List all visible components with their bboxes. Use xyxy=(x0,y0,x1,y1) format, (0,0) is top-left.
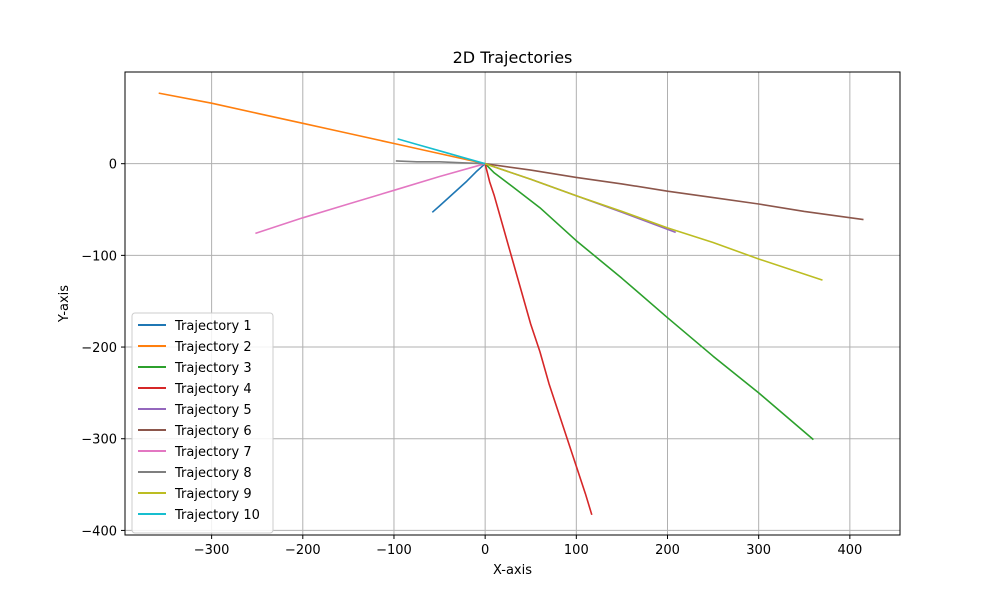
legend-entry-label: Trajectory 5 xyxy=(174,403,252,418)
x-tick-label: −100 xyxy=(376,543,412,558)
legend-entry-label: Trajectory 2 xyxy=(174,340,252,355)
y-tick-label: −100 xyxy=(81,249,117,264)
series-line-trajectory-9 xyxy=(484,162,823,281)
series-line-trajectory-7 xyxy=(255,162,486,235)
legend: Trajectory 1 Trajectory 2 Trajectory 3 Traj… xyxy=(131,312,274,534)
x-tick-label: −300 xyxy=(194,543,230,558)
x-tick-label: 400 xyxy=(837,543,862,558)
y-tick-label: −400 xyxy=(81,524,117,539)
legend-entry-label: Trajectory 3 xyxy=(174,361,252,376)
series-line-trajectory-3 xyxy=(484,163,814,441)
x-axis-label: X-axis xyxy=(493,563,532,578)
legend-entry-label: Trajectory 1 xyxy=(174,319,252,334)
y-tick-label: −200 xyxy=(81,341,117,356)
x-tick-label: 100 xyxy=(564,543,589,558)
legend-entry-label: Trajectory 6 xyxy=(174,424,252,439)
x-tick-label: −200 xyxy=(285,543,321,558)
series-line-trajectory-4 xyxy=(484,163,593,516)
series-layer xyxy=(158,92,864,516)
y-tick-label: −300 xyxy=(81,433,117,448)
series-line-trajectory-10 xyxy=(397,138,486,165)
legend-entry-label: Trajectory 4 xyxy=(174,382,252,397)
x-tick-label: 300 xyxy=(746,543,771,558)
legend-entry-label: Trajectory 7 xyxy=(174,445,252,460)
legend-entry-label: Trajectory 9 xyxy=(174,487,252,502)
series-line-trajectory-8 xyxy=(395,160,486,165)
y-tick-label: 0 xyxy=(109,158,117,173)
series-line-trajectory-6 xyxy=(484,162,864,221)
legend-entry-label: Trajectory 10 xyxy=(174,508,260,523)
legend-box xyxy=(131,312,274,534)
x-tick-label: 200 xyxy=(655,543,680,558)
series-line-trajectory-2 xyxy=(158,92,486,165)
axis-ticks: −300 −200 −100 0 100 200 300 400 0 −100 −200 −300 −4… xyxy=(81,158,862,558)
series-line-trajectory-1 xyxy=(431,163,486,213)
chart-title: 2D Trajectories xyxy=(453,48,573,67)
legend-entry-label: Trajectory 8 xyxy=(174,466,252,481)
y-axis-label: Y-axis xyxy=(57,285,72,323)
x-tick-label: 0 xyxy=(481,543,489,558)
plot-area-frame xyxy=(124,71,901,536)
